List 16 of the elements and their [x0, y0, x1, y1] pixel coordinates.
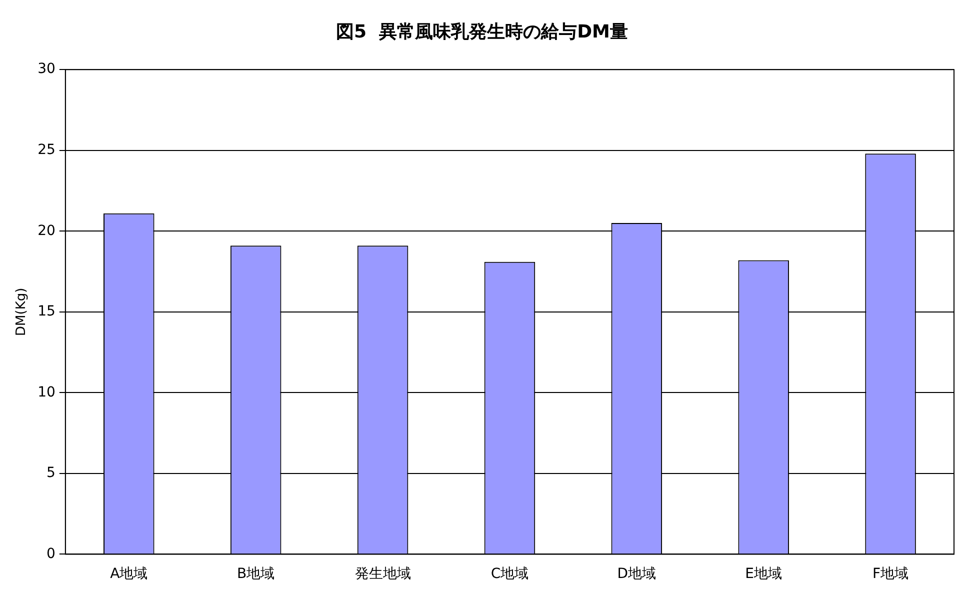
y-tick-label: 0	[46, 546, 56, 562]
y-tick-label: 15	[38, 304, 56, 320]
chart-title: 図5 異常風味乳発生時の給与DM量	[336, 21, 628, 42]
y-tick-label: 20	[38, 222, 56, 239]
y-tick-label: 30	[38, 61, 56, 78]
x-tick-label: F地域	[872, 566, 909, 582]
x-tick-label: D地域	[617, 566, 656, 582]
y-tick-label: 10	[38, 384, 56, 400]
y-tick-label: 25	[38, 142, 56, 158]
x-tick-label: C地域	[490, 566, 529, 582]
x-tick-label: 発生地域	[354, 566, 411, 582]
y-axis-title: DM(Kg)	[14, 288, 30, 336]
y-tick-label: 5	[46, 465, 56, 482]
x-tick-label: B地域	[237, 566, 275, 582]
x-tick-label: A地域	[110, 566, 148, 582]
x-tick-label: E地域	[745, 566, 782, 582]
